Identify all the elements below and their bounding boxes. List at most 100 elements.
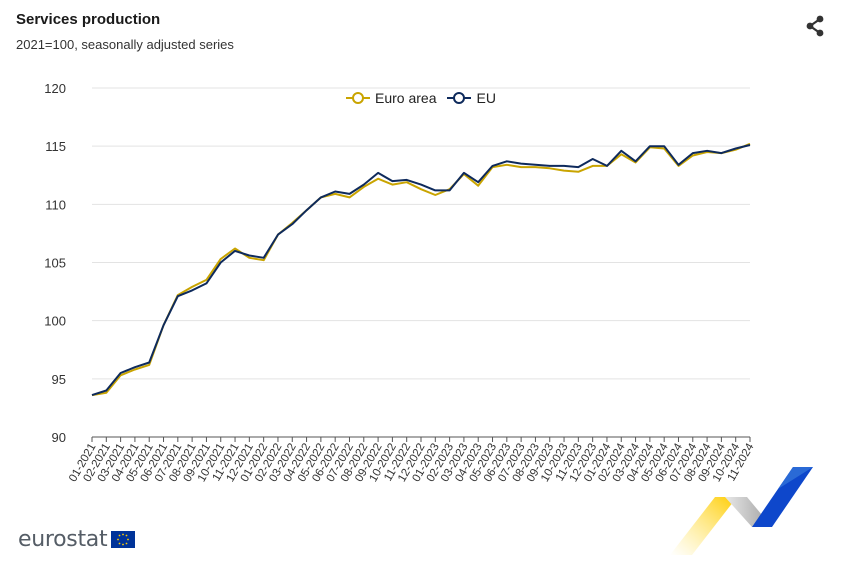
data-point-euro-area bbox=[248, 257, 250, 259]
eurostat-logo: eurostat bbox=[18, 527, 136, 552]
chart-legend: Euro area EU bbox=[345, 90, 506, 106]
data-point-eu bbox=[263, 257, 265, 259]
data-point-eu bbox=[306, 209, 308, 211]
legend-item-euro-area[interactable]: Euro area bbox=[345, 90, 436, 106]
y-tick-label: 115 bbox=[45, 139, 66, 154]
data-point-euro-area bbox=[563, 170, 565, 172]
data-point-eu bbox=[134, 366, 136, 368]
data-point-euro-area bbox=[134, 369, 136, 371]
data-point-euro-area bbox=[105, 392, 107, 394]
data-point-eu bbox=[720, 152, 722, 154]
data-point-euro-area bbox=[620, 153, 622, 155]
y-tick-label: 100 bbox=[44, 314, 66, 329]
data-point-eu bbox=[248, 255, 250, 257]
data-point-euro-area bbox=[263, 259, 265, 261]
series-line-eu bbox=[91, 144, 751, 397]
data-point-eu bbox=[492, 165, 494, 167]
legend-marker-eu bbox=[447, 92, 472, 104]
data-point-euro-area bbox=[663, 147, 665, 149]
data-point-euro-area bbox=[148, 364, 150, 366]
data-point-eu bbox=[277, 234, 279, 236]
data-point-eu bbox=[592, 158, 594, 160]
data-point-eu bbox=[148, 362, 150, 364]
data-point-euro-area bbox=[506, 164, 508, 166]
data-point-euro-area bbox=[592, 165, 594, 167]
series-line-euro-area bbox=[91, 142, 751, 397]
legend-marker-euro-area bbox=[346, 92, 370, 104]
data-point-eu bbox=[520, 163, 522, 165]
eurostat-wordmark: eurostat bbox=[18, 527, 108, 552]
data-point-eu bbox=[534, 164, 536, 166]
data-point-euro-area bbox=[348, 196, 350, 198]
y-tick-label: 110 bbox=[45, 197, 66, 212]
data-point-euro-area bbox=[220, 258, 222, 260]
data-point-eu bbox=[649, 145, 651, 147]
eu-flag-icon bbox=[111, 531, 136, 548]
data-point-euro-area bbox=[692, 154, 694, 156]
chart-title: Services production bbox=[16, 11, 161, 28]
y-tick-label: 95 bbox=[52, 372, 66, 387]
y-tick-label: 120 bbox=[44, 81, 66, 96]
data-point-eu bbox=[635, 160, 637, 162]
data-point-euro-area bbox=[120, 374, 122, 376]
data-point-eu bbox=[477, 181, 479, 183]
data-point-eu bbox=[320, 196, 322, 198]
data-point-eu bbox=[549, 165, 551, 167]
data-point-eu bbox=[692, 152, 694, 154]
data-point-eu bbox=[377, 172, 379, 174]
chart-subtitle: 2021=100, seasonally adjusted series bbox=[16, 37, 234, 52]
data-point-eu bbox=[391, 180, 393, 182]
data-point-euro-area bbox=[420, 188, 422, 190]
data-point-eu bbox=[663, 145, 665, 147]
data-point-eu bbox=[449, 189, 451, 191]
data-point-eu bbox=[420, 184, 422, 186]
data-point-eu bbox=[363, 184, 365, 186]
data-point-eu bbox=[463, 172, 465, 174]
legend-item-eu[interactable]: EU bbox=[446, 90, 496, 106]
data-point-eu bbox=[406, 179, 408, 181]
data-point-euro-area bbox=[520, 166, 522, 168]
data-point-euro-area bbox=[363, 186, 365, 188]
data-point-euro-area bbox=[549, 167, 551, 169]
data-point-eu bbox=[177, 295, 179, 297]
data-point-eu bbox=[577, 166, 579, 168]
share-icon[interactable] bbox=[803, 14, 827, 38]
data-point-eu bbox=[620, 150, 622, 152]
data-point-eu bbox=[606, 165, 608, 167]
y-tick-label: 105 bbox=[44, 256, 66, 271]
data-point-eu bbox=[677, 164, 679, 166]
data-point-eu bbox=[334, 191, 336, 193]
legend-label-euro-area: Euro area bbox=[375, 90, 437, 106]
data-point-eu bbox=[120, 372, 122, 374]
data-point-eu bbox=[220, 262, 222, 264]
data-point-eu bbox=[234, 250, 236, 252]
data-point-eu bbox=[506, 160, 508, 162]
data-point-euro-area bbox=[577, 171, 579, 173]
data-point-eu bbox=[205, 282, 207, 284]
data-point-euro-area bbox=[406, 181, 408, 183]
data-point-euro-area bbox=[477, 185, 479, 187]
data-point-eu bbox=[434, 189, 436, 191]
data-point-eu bbox=[163, 324, 165, 326]
data-point-euro-area bbox=[391, 184, 393, 186]
data-point-euro-area bbox=[191, 286, 193, 288]
data-point-eu bbox=[706, 150, 708, 152]
data-point-euro-area bbox=[205, 279, 207, 281]
data-point-eu bbox=[91, 394, 93, 396]
data-point-eu bbox=[191, 289, 193, 291]
data-point-euro-area bbox=[234, 248, 236, 250]
data-point-eu bbox=[563, 165, 565, 167]
y-tick-label: 90 bbox=[52, 430, 66, 445]
data-point-euro-area bbox=[434, 194, 436, 196]
data-point-eu bbox=[291, 223, 293, 225]
eurostat-chevron-graphic bbox=[670, 467, 813, 555]
data-point-euro-area bbox=[334, 193, 336, 195]
data-point-euro-area bbox=[377, 178, 379, 180]
data-point-eu bbox=[348, 193, 350, 195]
data-point-eu bbox=[749, 144, 751, 146]
data-point-eu bbox=[735, 147, 737, 149]
data-point-euro-area bbox=[534, 166, 536, 168]
data-point-eu bbox=[105, 389, 107, 391]
legend-label-eu: EU bbox=[476, 90, 496, 106]
